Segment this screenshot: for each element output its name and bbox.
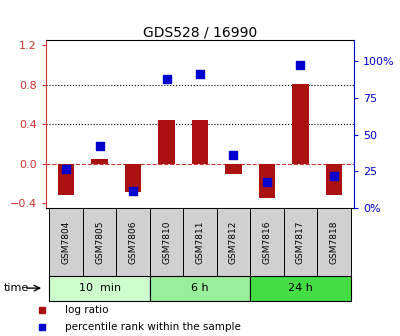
Bar	[250, 208, 284, 276]
Bar	[83, 208, 116, 276]
Point	[63, 166, 69, 171]
Text: GSM7804: GSM7804	[62, 220, 70, 264]
Point	[130, 188, 136, 193]
Bar	[91, 159, 108, 164]
Text: GSM7812: GSM7812	[229, 220, 238, 264]
Text: GSM7818: GSM7818	[330, 220, 338, 264]
Text: GSM7805: GSM7805	[95, 220, 104, 264]
Text: GSM7806: GSM7806	[128, 220, 138, 264]
Bar	[292, 84, 309, 164]
Bar	[258, 164, 275, 199]
Text: GSM7811: GSM7811	[196, 220, 204, 264]
Bar	[225, 164, 242, 174]
Text: 10  min: 10 min	[78, 283, 121, 293]
Bar	[183, 208, 217, 276]
Bar	[49, 208, 83, 276]
Bar	[250, 276, 351, 301]
Bar	[150, 208, 183, 276]
Point	[297, 63, 304, 68]
Text: 24 h: 24 h	[288, 283, 313, 293]
Bar	[317, 208, 351, 276]
Point	[264, 179, 270, 184]
Bar	[192, 120, 208, 164]
Text: GSM7810: GSM7810	[162, 220, 171, 264]
Bar	[158, 120, 175, 164]
Bar	[326, 164, 342, 196]
Point	[96, 144, 103, 149]
Bar	[58, 164, 74, 196]
Text: GSM7817: GSM7817	[296, 220, 305, 264]
Bar	[49, 276, 150, 301]
Title: GDS528 / 16990: GDS528 / 16990	[143, 25, 257, 39]
Bar	[150, 276, 250, 301]
Text: log ratio: log ratio	[65, 305, 109, 315]
Bar	[284, 208, 317, 276]
Text: time: time	[4, 283, 29, 293]
Point	[197, 72, 203, 77]
Point	[331, 173, 337, 179]
Bar	[116, 208, 150, 276]
Text: GSM7816: GSM7816	[262, 220, 272, 264]
Text: 6 h: 6 h	[191, 283, 209, 293]
Point	[163, 76, 170, 81]
Bar	[125, 164, 142, 192]
Bar	[217, 208, 250, 276]
Point	[230, 153, 237, 158]
Text: percentile rank within the sample: percentile rank within the sample	[65, 322, 241, 332]
